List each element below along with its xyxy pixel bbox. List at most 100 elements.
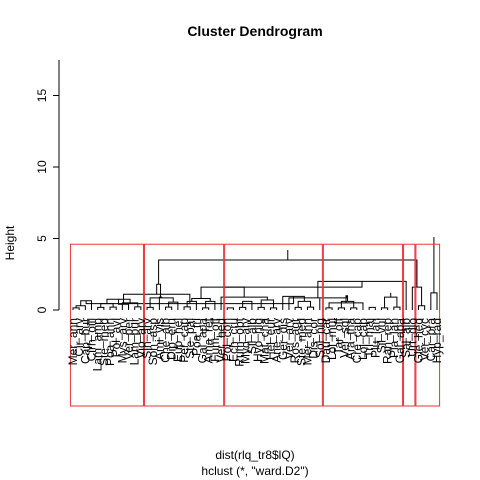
cluster-boxes (69, 243, 441, 407)
leaf-label: Dis_cor (307, 318, 321, 359)
dendrogram-link (222, 281, 363, 288)
leaf-label: Dip_eru (165, 318, 179, 360)
leaf-label: Che_alb (159, 318, 173, 363)
dendrogram-link (393, 306, 401, 310)
cluster-box (224, 243, 323, 407)
leaf-label: Sil_alb (245, 318, 259, 354)
leaf-label: Lol_mul (325, 318, 339, 360)
dendrogram-link (158, 259, 418, 288)
leaf-label: Mys_arv (115, 318, 129, 363)
cluster-box (415, 243, 441, 407)
leaf-label: Plu_lan (368, 318, 382, 358)
dendrogram-links (72, 237, 438, 310)
dendrogram-link (328, 302, 364, 310)
y-ticks: 0 5 10 15 (35, 89, 59, 313)
leaf-label: Cap_bur (78, 318, 92, 364)
dendrogram-link (294, 306, 302, 310)
leaf-label: Per_cap (177, 318, 191, 363)
dendrogram-link (411, 286, 423, 310)
dendrogram-link (186, 300, 197, 310)
dendrogram-link (242, 300, 253, 310)
dendrogram-link (325, 307, 333, 310)
dendrogram-link (380, 307, 389, 310)
dendrogram-link (417, 305, 426, 310)
cluster-box (143, 243, 225, 407)
leaf-label: Ros_agr (288, 318, 302, 363)
y-tick-label: 15 (35, 89, 49, 103)
leaf-label: Pol_con (220, 318, 234, 361)
leaf-label: Ste_med (97, 318, 111, 366)
dendrogram-link (97, 306, 105, 310)
leaf-label: Urt_dio (405, 318, 419, 357)
method-label: hclust (*, "ward.D2") (201, 464, 308, 478)
leaf-label: Sal_alb (399, 318, 413, 358)
leaf-label: Ami_vis (152, 318, 166, 360)
y-tick-label: 10 (35, 160, 49, 174)
leaf-label: Sin_arv (140, 318, 154, 359)
leaf-label: Hyo_nig (251, 318, 265, 362)
leaf-label: Car_pra (424, 318, 438, 362)
leaf-label: Cirh_oill (85, 318, 99, 361)
leaf-label: Son_asp (146, 318, 160, 366)
leaf-label: Ver_sql (337, 318, 351, 358)
dendrogram-link (226, 307, 234, 310)
dendrogram-link (350, 307, 358, 310)
leaf-label: Ver_cyc (418, 318, 432, 361)
cluster-box (69, 243, 144, 407)
leaf-label: Gal_apa (196, 318, 210, 364)
leaf-label: Ech_cru (226, 318, 240, 362)
leaf-label: Lol_cap (356, 318, 370, 360)
leaf-label: Gal_apa (393, 318, 407, 364)
leaf-label: Fum_off (208, 317, 222, 361)
leaf-label: Sil_vul (374, 318, 388, 353)
leaf-label: Mat_cha (257, 318, 271, 364)
dendrogram-link (149, 297, 174, 308)
leaf-label: Tar_off (331, 317, 345, 354)
dendrogram-link (297, 300, 312, 308)
leaf-label: Pla_lan (387, 318, 401, 358)
leaf-label: Mer_ann (300, 318, 314, 365)
dendrogram-link (72, 307, 80, 310)
dendrogram-link (202, 307, 210, 310)
dendrogram-link (368, 306, 376, 310)
leaf-label: Eup_hel (171, 318, 185, 362)
chart-title: Cluster Dendrogram (187, 23, 322, 39)
leaf-label: Ver_arv (282, 318, 296, 359)
dendrogram-link (306, 306, 315, 310)
cluster-box (322, 243, 404, 407)
x-axis-label: dist(rlq_tr8$lQ) (215, 448, 294, 462)
dendrogram-link (239, 306, 247, 310)
leaf-label: Ver_per (122, 318, 136, 360)
leaf-label: Ama_ret (202, 317, 216, 363)
dendrogram-link (183, 306, 191, 310)
dendrogram-link (430, 292, 438, 310)
dendrogram-link (257, 306, 265, 310)
leaf-label: Ste_pal (183, 318, 197, 359)
leaf-label: Myo_arv (239, 318, 253, 364)
leaf-label: Poa_tri (189, 318, 203, 356)
leaf-label: Ste_med (294, 318, 308, 366)
leaf-label: Mer_ann (66, 318, 80, 365)
dendrogram-link (165, 306, 173, 310)
leaf-label: Ver_hed (214, 318, 228, 363)
dendrogram-link (156, 283, 162, 298)
leaf-label: Poa_ann (103, 318, 117, 366)
leaf-label: Ara_tha (344, 318, 358, 360)
dendrogram-link (146, 306, 154, 310)
dendrogram-link (109, 306, 117, 310)
leaf-label: Ran_rep (381, 318, 395, 364)
dendrogram-link (134, 306, 142, 310)
leaf-label: Sol_nig (313, 318, 327, 358)
leaf-label: Ane_arv (270, 318, 284, 363)
leaf-label: Lam_pur (128, 318, 142, 365)
leaf-label: Pol_avi (109, 318, 123, 357)
dendrogram-link (269, 307, 278, 310)
leaf-label: Ger_dis (276, 318, 290, 360)
leaf-label: Rum_obt (233, 317, 247, 366)
y-axis-label: Height (3, 225, 17, 260)
leaf-label: Lam_amp (91, 318, 105, 372)
leaf-label: Cir_arv (72, 318, 86, 357)
dendrogram-link (384, 296, 398, 308)
leaf-label: Tri_maj (362, 318, 376, 358)
